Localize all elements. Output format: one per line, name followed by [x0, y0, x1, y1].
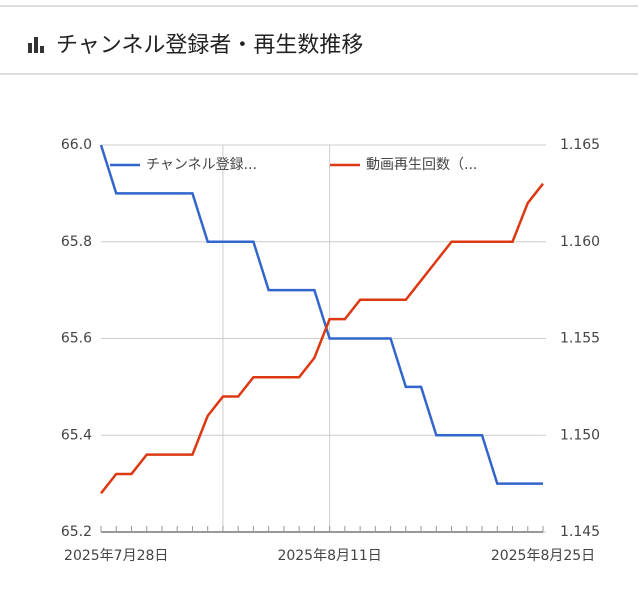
y2-tick-label: 1.145 — [560, 524, 600, 540]
y-tick-label: 66.0 — [61, 137, 92, 153]
y-tick-label: 65.6 — [61, 331, 92, 347]
y-tick-label: 65.4 — [61, 427, 92, 443]
header-title: チャンネル登録者・再生数推移 — [56, 33, 364, 58]
y2-tick-label: 1.165 — [560, 137, 600, 153]
series-line — [100, 182, 544, 495]
y2-tick-label: 1.155 — [560, 331, 600, 347]
legend-label: チャンネル登録... — [146, 157, 257, 173]
y-tick-label: 65.8 — [61, 234, 92, 250]
y-tick-label: 65.2 — [61, 524, 92, 540]
y2-tick-label: 1.160 — [560, 234, 600, 250]
series-line — [99, 144, 543, 485]
x-tick-label: 2025年8月25日 — [491, 548, 595, 564]
header: チャンネル登録者・再生数推移 — [0, 5, 638, 75]
x-tick-label: 2025年8月11日 — [277, 548, 381, 564]
chart-icon — [28, 37, 44, 53]
y2-tick-label: 1.150 — [560, 427, 600, 443]
legend-label: 動画再生回数（... — [366, 157, 477, 173]
x-tick-label: 2025年7月28日 — [64, 548, 168, 564]
